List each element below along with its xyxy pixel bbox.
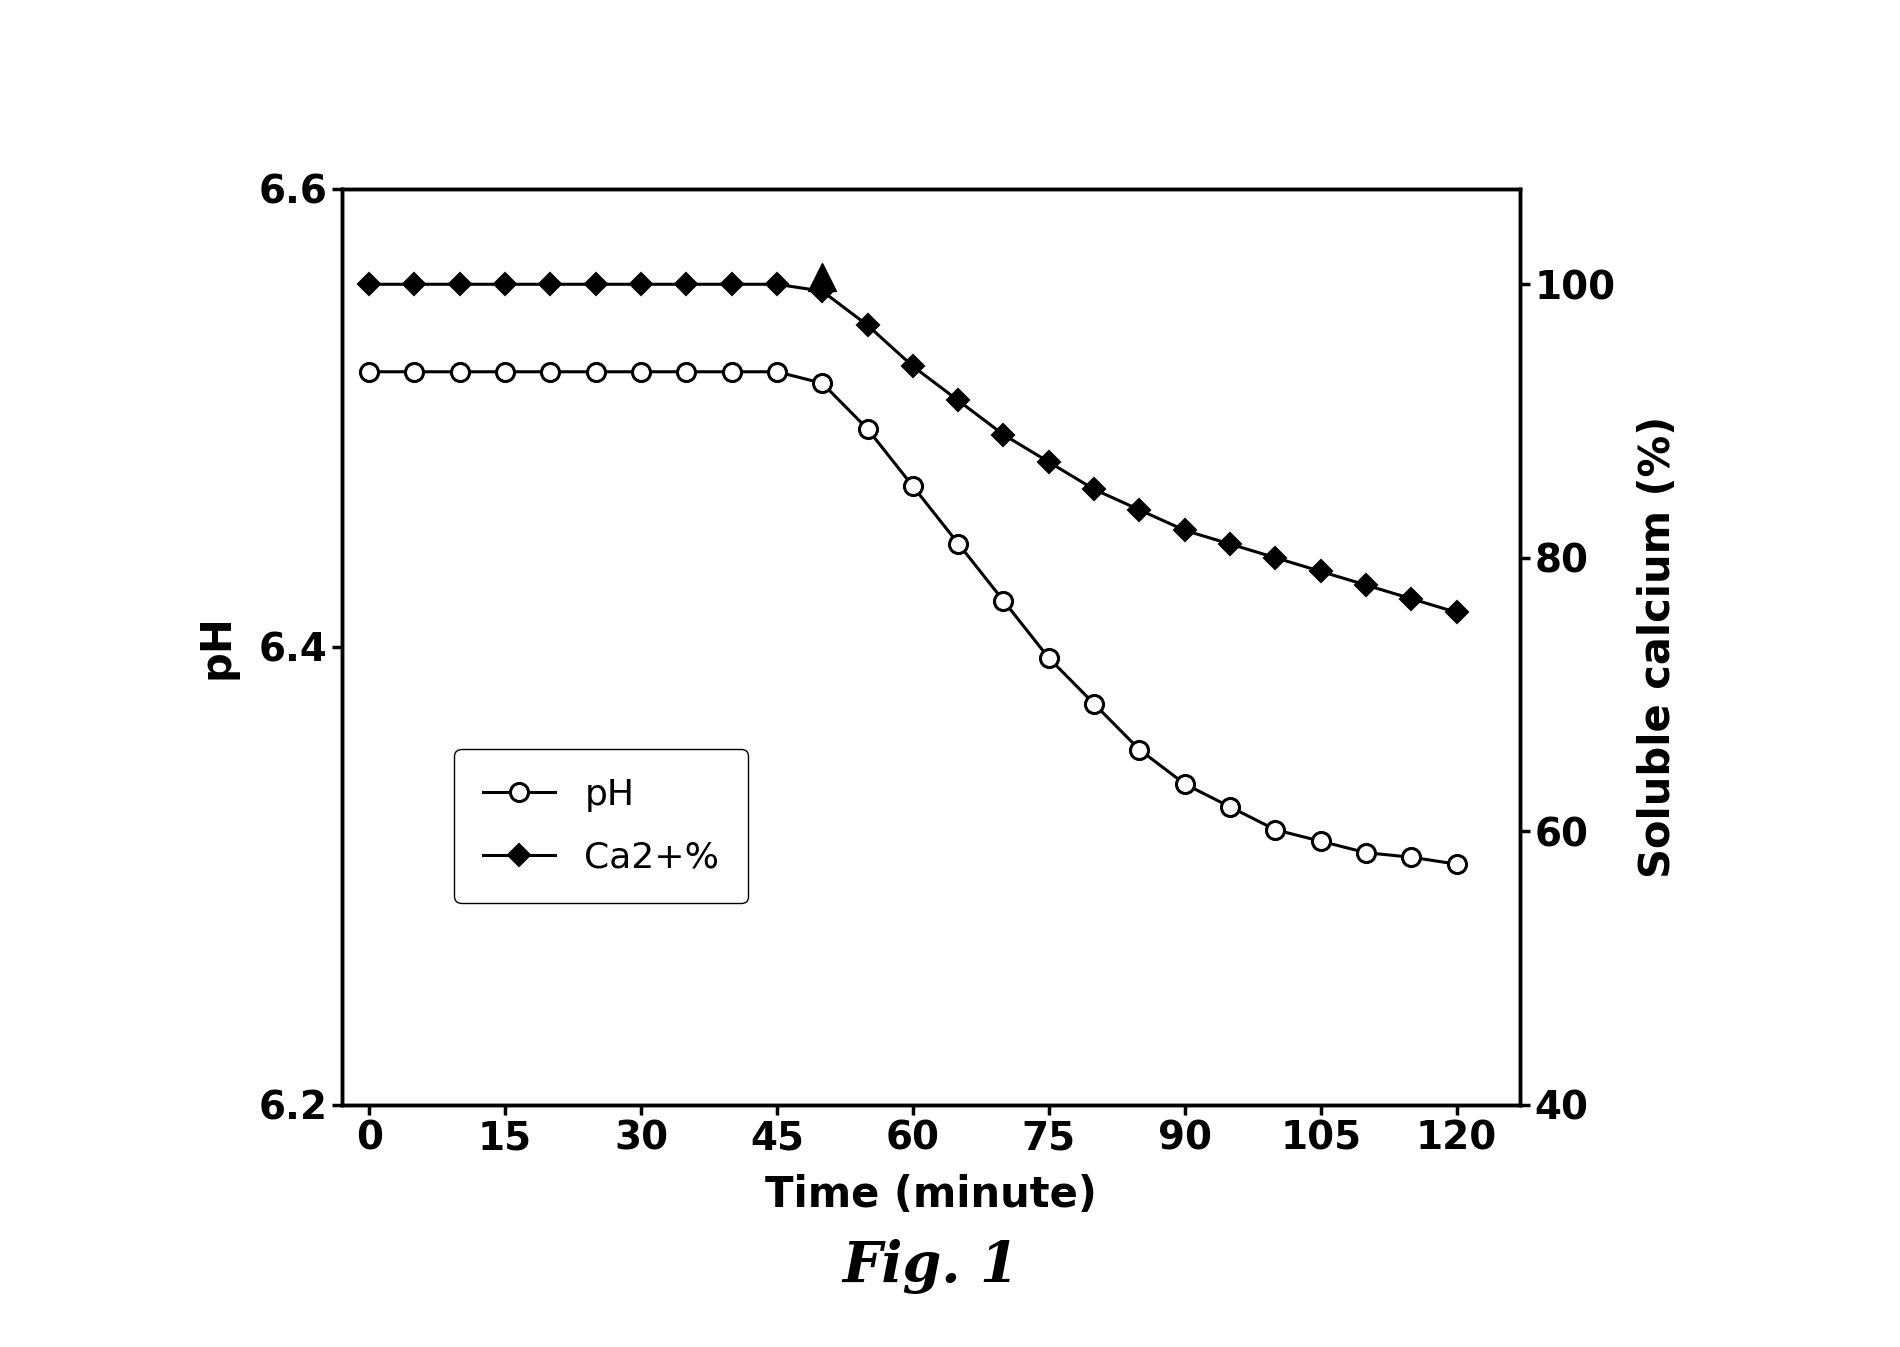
pH [1400, 849, 1423, 865]
pH [1129, 741, 1151, 757]
Ca2+% [857, 317, 880, 333]
Ca2+% [494, 276, 517, 292]
pH [1037, 651, 1060, 667]
Text: Fig. 1: Fig. 1 [844, 1239, 1018, 1293]
Ca2+% [1037, 454, 1060, 470]
Ca2+% [992, 427, 1015, 443]
Ca2+% [901, 358, 923, 374]
Y-axis label: Soluble calcium (%): Soluble calcium (%) [1636, 415, 1678, 878]
pH [1264, 822, 1286, 838]
pH [1446, 857, 1469, 873]
pH [1083, 696, 1106, 713]
pH [901, 478, 923, 494]
Ca2+% [403, 276, 426, 292]
Line: pH: pH [361, 362, 1465, 873]
pH [357, 364, 380, 380]
Ca2+% [1446, 605, 1469, 621]
Ca2+% [1083, 481, 1106, 497]
pH [629, 364, 652, 380]
Ca2+% [585, 276, 608, 292]
pH [992, 593, 1015, 609]
pH [1355, 845, 1378, 861]
Ca2+% [1355, 577, 1378, 593]
pH [674, 364, 697, 380]
Ca2+% [674, 276, 697, 292]
pH [494, 364, 517, 380]
pH [946, 535, 969, 551]
Legend: pH, Ca2+%: pH, Ca2+% [454, 749, 749, 904]
pH [540, 364, 562, 380]
Ca2+% [1129, 502, 1151, 519]
pH [720, 364, 743, 380]
X-axis label: Time (minute): Time (minute) [766, 1173, 1096, 1216]
Line: Ca2+%: Ca2+% [361, 276, 1465, 620]
Ca2+% [766, 276, 788, 292]
Ca2+% [1400, 590, 1423, 606]
pH [448, 364, 471, 380]
pH [1218, 799, 1241, 815]
pH [811, 374, 834, 391]
pH [857, 420, 880, 436]
Ca2+% [540, 276, 562, 292]
Y-axis label: pH: pH [196, 614, 238, 679]
Ca2+% [629, 276, 652, 292]
Ca2+% [1218, 536, 1241, 552]
Ca2+% [720, 276, 743, 292]
pH [585, 364, 608, 380]
Ca2+% [1174, 523, 1197, 539]
pH [766, 364, 788, 380]
Ca2+% [357, 276, 380, 292]
Ca2+% [1309, 563, 1332, 579]
Ca2+% [448, 276, 471, 292]
Ca2+% [946, 392, 969, 408]
pH [1174, 776, 1197, 792]
pH [403, 364, 426, 380]
Ca2+% [1264, 550, 1286, 566]
pH [1309, 832, 1332, 849]
Ca2+% [811, 283, 834, 299]
